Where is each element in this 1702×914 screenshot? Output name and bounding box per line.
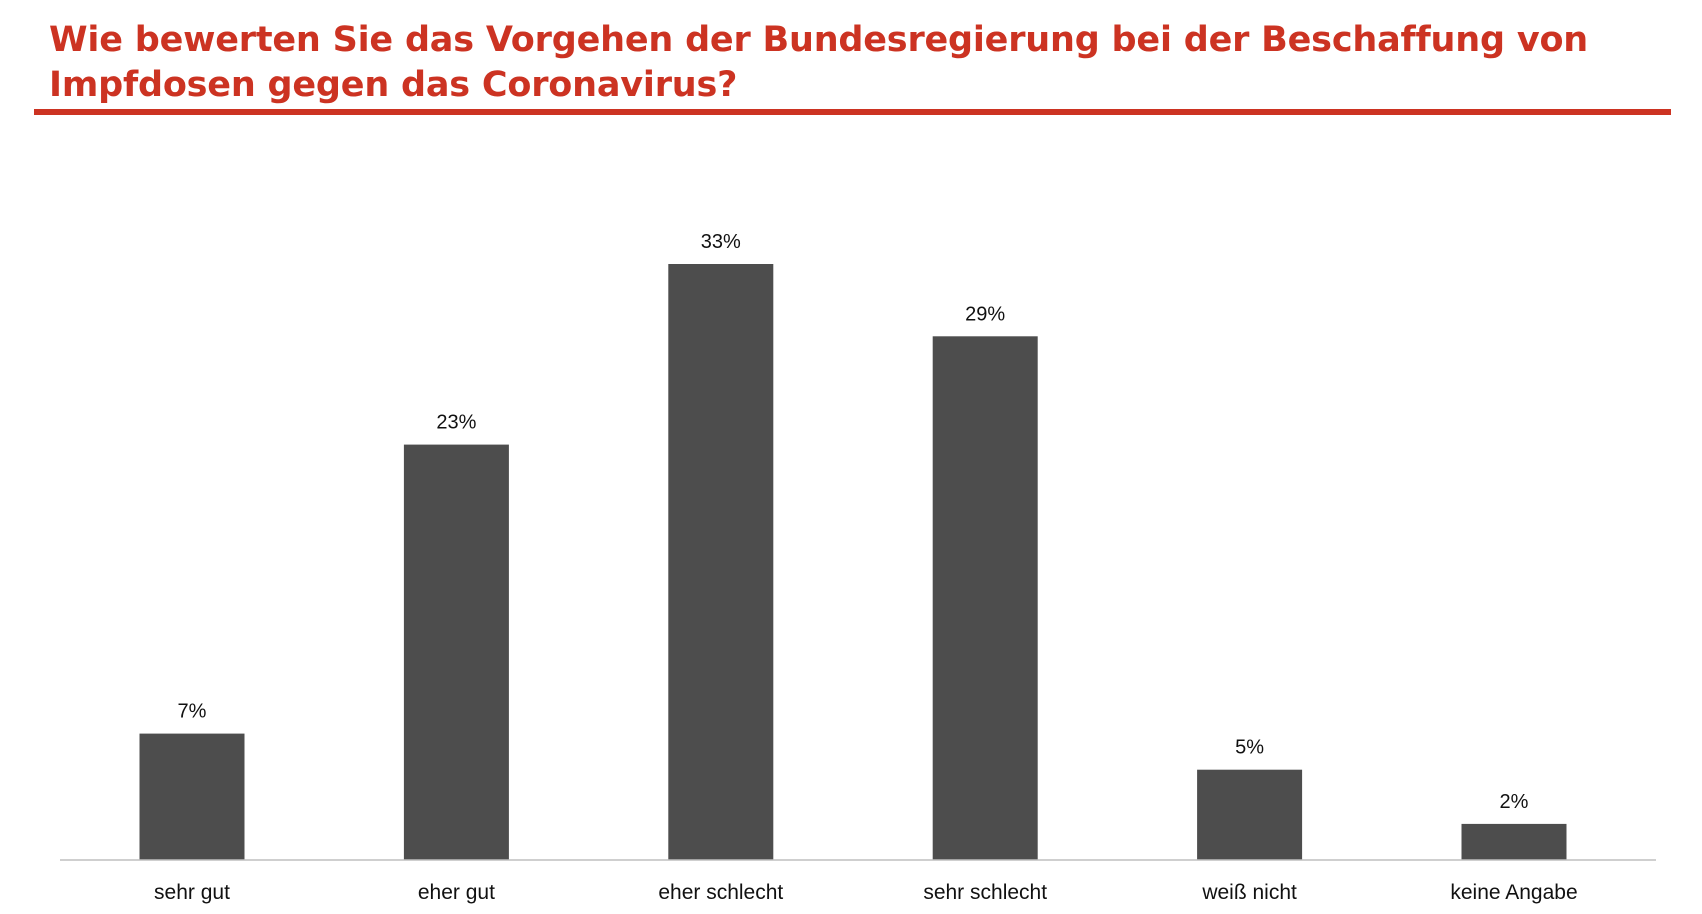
- value-label-2: 33%: [701, 231, 741, 253]
- value-labels-layer: 7% 23% 33% 29% 5% 2%: [178, 231, 1529, 813]
- bar-1: [403, 444, 509, 860]
- bars-layer: [139, 264, 1567, 860]
- category-label-5: keine Angabe: [1450, 881, 1577, 904]
- bar-2: [668, 264, 774, 860]
- value-label-1: 23%: [436, 412, 476, 434]
- bar-3: [932, 336, 1038, 860]
- chart-title: Wie bewerten Sie das Vorgehen der Bundes…: [49, 20, 1589, 105]
- category-label-4: weiß nicht: [1201, 881, 1297, 904]
- category-label-0: sehr gut: [154, 881, 230, 904]
- value-label-3: 29%: [965, 303, 1005, 325]
- value-label-4: 5%: [1235, 737, 1264, 759]
- category-labels-layer: sehr gut eher gut eher schlecht sehr schlec…: [154, 881, 1578, 904]
- value-label-0: 7%: [178, 701, 207, 723]
- value-label-5: 2%: [1500, 791, 1529, 813]
- title-underline: [34, 109, 1671, 115]
- category-label-1: eher gut: [418, 881, 495, 904]
- category-label-3: sehr schlecht: [923, 881, 1047, 904]
- bar-4: [1197, 769, 1303, 860]
- bar-5: [1461, 823, 1567, 860]
- bar-0: [139, 733, 245, 860]
- category-label-2: eher schlecht: [658, 881, 783, 904]
